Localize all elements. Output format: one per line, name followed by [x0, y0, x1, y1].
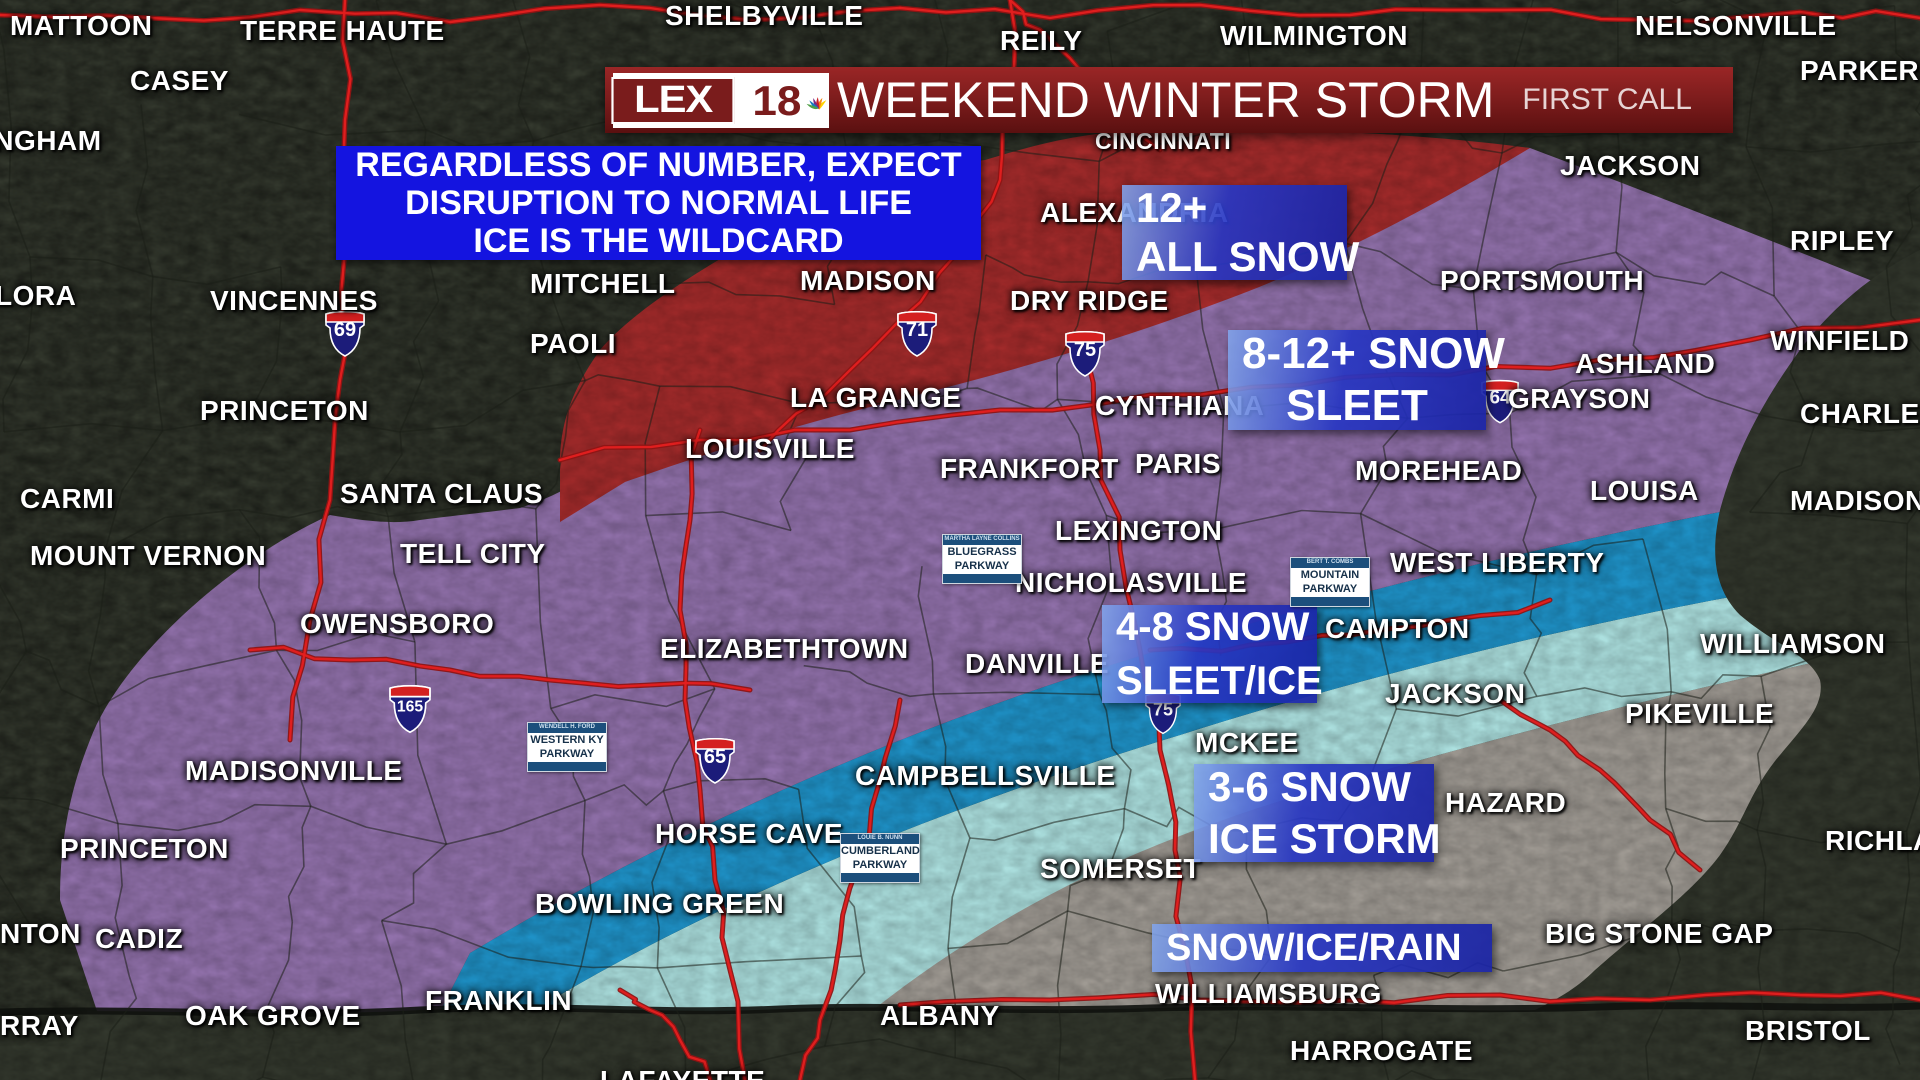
svg-text:65: 65 [704, 746, 726, 768]
svg-text:71: 71 [906, 319, 928, 341]
svg-text:75: 75 [1074, 339, 1096, 361]
svg-text:165: 165 [397, 698, 424, 715]
svg-text:69: 69 [334, 319, 356, 341]
